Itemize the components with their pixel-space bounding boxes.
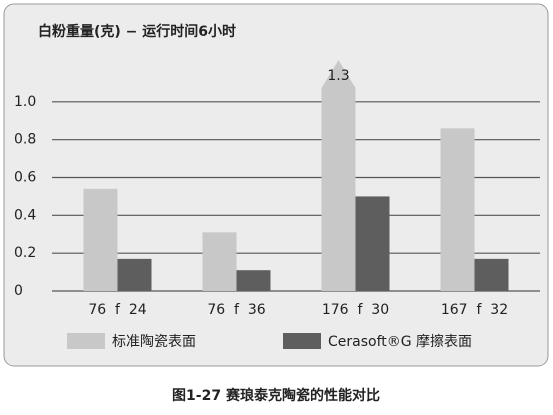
bar bbox=[440, 128, 475, 291]
legend-label: Cerasoft®G 摩擦表面 bbox=[328, 333, 472, 350]
bar bbox=[117, 258, 152, 291]
bar bbox=[236, 270, 271, 291]
x-tick-label: 76 f 24 bbox=[88, 302, 146, 318]
legend-label: 标准陶瓷表面 bbox=[112, 334, 196, 350]
y-tick-label: 0.8 bbox=[14, 132, 36, 148]
y-tick-label: 0.2 bbox=[14, 245, 36, 261]
x-tick-label: 167 f 32 bbox=[441, 302, 508, 318]
value-label: 1.3 bbox=[327, 68, 349, 84]
bar bbox=[474, 258, 509, 291]
y-tick-label: 0.4 bbox=[14, 207, 36, 223]
y-tick-label: 0.6 bbox=[14, 170, 36, 186]
caption: 图1-27 赛琅泰克陶瓷的性能对比 bbox=[172, 387, 380, 404]
x-tick-label: 76 f 36 bbox=[207, 302, 265, 318]
bar bbox=[355, 196, 390, 291]
chart-title: 白粉重量(克) − 运行时间6小时 bbox=[38, 23, 236, 40]
y-tick-label: 1.0 bbox=[14, 94, 36, 110]
legend-swatch bbox=[67, 333, 105, 349]
legend-swatch bbox=[283, 333, 321, 349]
x-tick-label: 176 f 30 bbox=[322, 302, 389, 318]
bar bbox=[83, 188, 118, 291]
y-tick-label: 0 bbox=[14, 283, 23, 299]
bar bbox=[202, 232, 237, 291]
bar bbox=[321, 60, 356, 291]
